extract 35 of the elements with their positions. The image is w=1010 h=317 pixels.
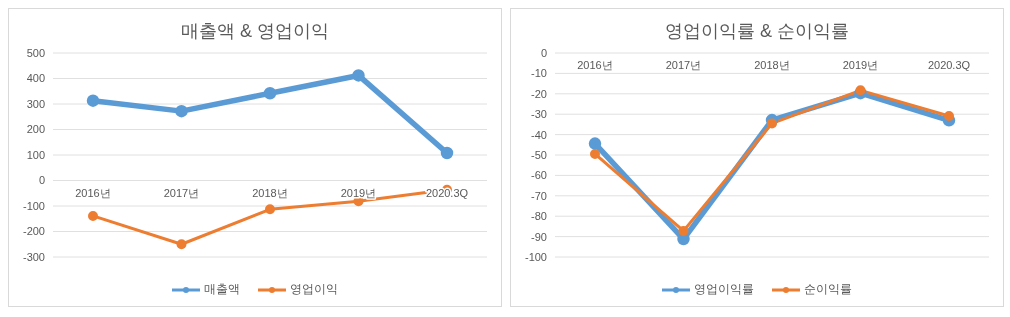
legend-label: 영업이익률 xyxy=(693,281,754,298)
y-tick-label: 500 xyxy=(26,46,45,59)
y-tick-label: 400 xyxy=(26,72,45,85)
x-tick-label: 2016년 xyxy=(75,186,111,199)
y-tick-label: -50 xyxy=(531,148,547,161)
y-tick-label: 200 xyxy=(26,123,45,136)
y-tick-label: -20 xyxy=(531,87,547,100)
legend-label: 영업이익 xyxy=(289,281,338,298)
y-tick-label: -300 xyxy=(22,250,45,263)
legend-label: 매출액 xyxy=(203,281,240,298)
y-tick-label: 0 xyxy=(38,174,45,187)
chart-title: 영업이익률 & 순이익률 xyxy=(664,20,850,43)
x-tick-label: 2019년 xyxy=(842,59,879,71)
y-tick-label: -100 xyxy=(524,250,547,263)
y-tick-label: 0 xyxy=(540,46,547,59)
x-tick-label: 2020.3Q xyxy=(927,59,971,71)
y-tick-label: -30 xyxy=(531,108,547,121)
x-tick-label: 2019년 xyxy=(340,186,377,199)
legend-label: 순이익률 xyxy=(803,281,852,298)
y-tick-label: -90 xyxy=(531,230,547,243)
x-tick-label: 2017년 xyxy=(163,186,200,199)
y-tick-label: -70 xyxy=(531,189,547,202)
x-tick-label: 2018년 xyxy=(754,59,790,71)
y-tick-label: -200 xyxy=(22,225,45,238)
y-tick-label: -10 xyxy=(531,67,547,80)
chart-title: 매출액 & 영업이익 xyxy=(180,20,330,43)
x-tick-label: 2017년 xyxy=(665,59,702,71)
x-tick-label: 2016년 xyxy=(577,59,613,71)
y-tick-label: -60 xyxy=(531,169,547,182)
y-tick-label: -100 xyxy=(22,199,45,212)
x-tick-label: 2018년 xyxy=(252,186,288,199)
y-tick-label: 100 xyxy=(26,148,45,161)
y-tick-label: -40 xyxy=(531,128,547,141)
y-tick-label: 300 xyxy=(26,97,45,110)
y-tick-label: -80 xyxy=(531,210,547,223)
